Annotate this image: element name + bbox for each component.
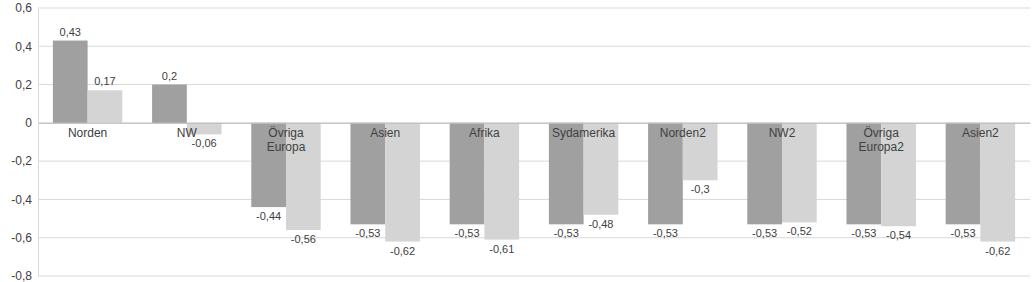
y-tick-label: -0,6: [11, 231, 32, 245]
x-tick-label: Norden: [68, 126, 107, 140]
plot: -0,8-0,6-0,4-0,200,20,40,6NordenNWÖvriga…: [11, 1, 1030, 282]
x-tick-label-line: Övriga: [864, 126, 900, 140]
grid-line: [38, 237, 1030, 238]
data-label: -0,53: [355, 227, 380, 239]
data-label: -0,53: [951, 227, 976, 239]
x-tick: Asien: [370, 123, 400, 140]
x-tick: Norden2: [660, 123, 706, 140]
x-tick-label-line: Europa: [267, 140, 306, 154]
bar: [980, 123, 1015, 242]
bar: [88, 90, 123, 123]
x-tick-label: Asien2: [962, 126, 999, 140]
data-label: -0,53: [752, 227, 777, 239]
x-tick: Sydamerika: [552, 123, 616, 140]
x-tick-label: ÖvrigaEuropa: [267, 126, 306, 154]
x-tick-label-line: Europa2: [859, 140, 905, 154]
x-tick: Afrika: [469, 123, 500, 140]
data-label: -0,06: [192, 137, 217, 149]
y-tick-label: 0,2: [15, 78, 32, 92]
data-label: 0,43: [60, 26, 81, 38]
data-label: -0,61: [489, 243, 514, 255]
y-tick-label: -0,2: [11, 154, 32, 168]
data-label: -0,44: [256, 210, 281, 222]
data-label: -0,48: [588, 218, 613, 230]
bar: [152, 85, 187, 123]
data-labels: 0,43 0,2 -0,44 -0,53 -0,53 -0,53 -0,53 -0,53 -0,…: [60, 26, 1011, 257]
x-tick-label: Sydamerika: [552, 126, 616, 140]
grid-line: [38, 46, 1030, 47]
x-tick: ÖvrigaEuropa2: [859, 123, 905, 154]
y-tick: -0,2: [11, 154, 38, 168]
y-tick: 0: [25, 116, 38, 130]
data-label: -0,56: [291, 233, 316, 245]
grid-line: [38, 276, 1030, 277]
zero-line: [39, 123, 1031, 124]
x-tick-label: Asien: [370, 126, 400, 140]
data-label: -0,52: [787, 225, 812, 237]
chart: -0,8-0,6-0,4-0,200,20,40,6NordenNWÖvriga…: [0, 0, 1036, 282]
data-label: -0,62: [390, 245, 415, 257]
data-label: -0,62: [985, 245, 1010, 257]
y-tick-label: 0,4: [15, 40, 32, 54]
y-tick: 0,4: [15, 40, 38, 54]
data-label: 0,2: [162, 70, 177, 82]
data-label: -0,53: [554, 227, 579, 239]
y-tick: 0,2: [15, 78, 38, 92]
x-tick-label-line: Övriga: [268, 126, 304, 140]
data-label: -0,53: [653, 227, 678, 239]
y-tick: 0,6: [15, 1, 38, 15]
y-tick-label: -0,8: [11, 269, 32, 282]
series: [88, 90, 1016, 241]
x-tick: Norden: [68, 123, 107, 140]
y-tick-label: 0,6: [15, 1, 32, 15]
y-axis: -0,8 -0,6 -0,4 -0,2 0 0,2 0,4 0,6: [11, 1, 38, 282]
x-tick: NW2: [769, 123, 796, 140]
data-label: -0,53: [455, 227, 480, 239]
x-tick: ÖvrigaEuropa: [267, 123, 306, 154]
data-label: 0,17: [94, 75, 115, 87]
x-axis: NordenNWÖvrigaEuropaAsienAfrikaSydamerik…: [39, 123, 1031, 154]
bar: [53, 41, 88, 123]
x-tick-label: Norden2: [660, 126, 706, 140]
x-tick-label: Afrika: [469, 126, 500, 140]
x-tick: Asien2: [962, 123, 999, 140]
y-tick: -0,8: [11, 269, 38, 282]
data-label: -0,54: [886, 229, 911, 241]
bar: [385, 123, 420, 242]
grid-line: [38, 8, 1030, 9]
bars: [53, 41, 1015, 242]
y-tick-label: -0,4: [11, 193, 32, 207]
x-tick-label: ÖvrigaEuropa2: [859, 126, 905, 154]
y-axis-line: [38, 9, 39, 277]
bar: [484, 123, 519, 240]
grid: [38, 8, 1030, 276]
x-tick-label: NW2: [769, 126, 796, 140]
data-label: -0,3: [691, 183, 710, 195]
y-tick: -0,6: [11, 231, 38, 245]
y-tick: -0,4: [11, 193, 38, 207]
data-label: -0,53: [851, 227, 876, 239]
y-tick-label: 0: [25, 116, 32, 130]
